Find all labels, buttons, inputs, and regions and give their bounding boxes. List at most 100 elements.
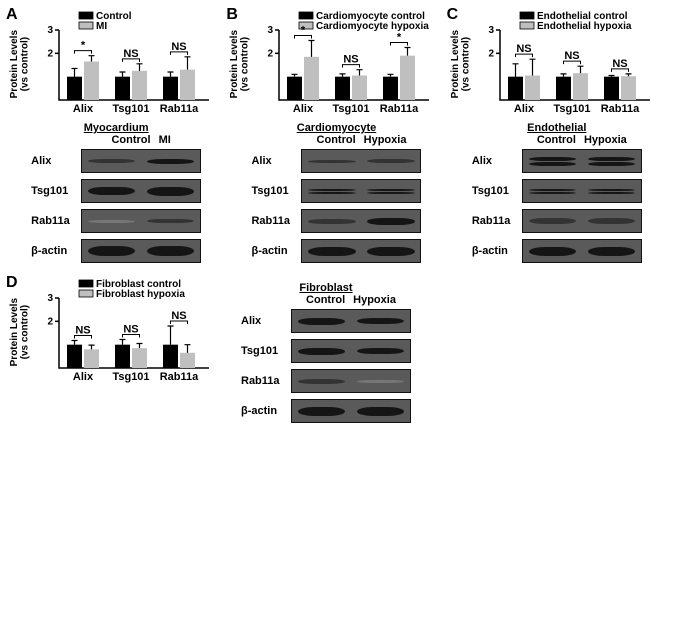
blot-lane <box>351 370 410 392</box>
bar <box>163 345 178 368</box>
condition-row: ControlHypoxia <box>267 134 407 146</box>
chart-A: ControlMI23*AlixNSTsg101NSRab11a <box>31 10 222 118</box>
condition-label: Hypoxia <box>364 134 407 146</box>
blot-lane <box>582 180 641 202</box>
y-tick-label: 2 <box>47 48 53 59</box>
bar <box>556 77 571 100</box>
blot-lane <box>582 150 641 172</box>
blot-protein-label: Tsg101 <box>251 185 301 197</box>
blot-protein-label: Tsg101 <box>31 185 81 197</box>
bar <box>287 77 302 100</box>
x-category-label: Rab11a <box>380 103 419 115</box>
significance-label: NS <box>123 324 138 336</box>
blot-lane <box>351 340 410 362</box>
blot-lane <box>523 240 582 262</box>
blot-image <box>81 179 201 203</box>
panel-B: B Protein Levels(vs control) Cardiomyocy… <box>230 10 442 266</box>
blot-lane <box>292 340 351 362</box>
bar <box>573 73 588 100</box>
condition-label: Control <box>306 294 345 306</box>
blot-image <box>301 149 421 173</box>
y-tick-label: 2 <box>268 48 274 59</box>
significance-label: NS <box>516 43 531 55</box>
x-category-label: Rab11a <box>160 371 199 383</box>
panel-label-D: D <box>6 274 18 292</box>
bar <box>508 77 523 100</box>
blot-lane <box>292 400 351 422</box>
significance-label: NS <box>75 324 90 336</box>
blot-row: Alix <box>472 149 642 173</box>
chart-D: Fibroblast controlFibroblast hypoxia23NS… <box>31 278 211 386</box>
blot-image <box>291 369 411 393</box>
x-category-label: Tsg101 <box>112 371 149 383</box>
y-axis-label: Protein Levels(vs control) <box>10 30 31 98</box>
blot-row: Rab11a <box>31 209 201 233</box>
significance-label: NS <box>564 50 579 62</box>
blot-image <box>301 239 421 263</box>
blot-protein-label: Rab11a <box>472 215 522 227</box>
bar <box>621 76 636 100</box>
bar <box>115 77 130 100</box>
condition-row: ControlHypoxia <box>487 134 627 146</box>
panel-label-C: C <box>447 6 459 24</box>
x-category-label: Alix <box>73 103 94 115</box>
y-axis-label: Protein Levels(vs control) <box>10 298 31 366</box>
blot-lane <box>361 180 420 202</box>
blot-protein-label: Alix <box>31 155 81 167</box>
blot-image <box>522 179 642 203</box>
bar <box>67 345 82 368</box>
significance-label: NS <box>171 310 186 322</box>
blot-image <box>301 179 421 203</box>
x-category-label: Rab11a <box>600 103 639 115</box>
significance-label: * <box>397 32 402 44</box>
significance-label: NS <box>612 58 627 70</box>
blot-protein-label: β-actin <box>241 405 291 417</box>
bar <box>84 62 99 101</box>
blot-image <box>81 209 201 233</box>
y-tick-label: 2 <box>47 316 53 327</box>
condition-row: ControlHypoxia <box>256 294 396 306</box>
blot-image <box>291 399 411 423</box>
blot-image <box>81 149 201 173</box>
blot-image <box>522 149 642 173</box>
blot-lane <box>82 180 141 202</box>
bar <box>352 76 367 101</box>
blots-D: FibroblastControlHypoxiaAlixTsg101Rab11a… <box>241 282 411 426</box>
condition-row: ControlMI <box>61 134 170 146</box>
blot-image <box>81 239 201 263</box>
panel-label-B: B <box>226 6 238 24</box>
blot-row: Rab11a <box>251 209 421 233</box>
blot-protein-label: Tsg101 <box>241 345 291 357</box>
blot-row: β-actin <box>472 239 642 263</box>
x-category-label: Tsg101 <box>553 103 590 115</box>
blot-row: Tsg101 <box>31 179 201 203</box>
blot-lane <box>361 240 420 262</box>
blot-lane <box>292 370 351 392</box>
blot-lane <box>523 150 582 172</box>
blot-image <box>522 239 642 263</box>
blot-image <box>291 339 411 363</box>
tissue-title: Fibroblast <box>299 282 352 294</box>
x-category-label: Alix <box>73 371 94 383</box>
chart-B: Cardiomyocyte controlCardiomyocyte hypox… <box>251 10 442 118</box>
bar <box>335 77 350 100</box>
bar <box>84 349 99 368</box>
x-category-label: Rab11a <box>160 103 199 115</box>
bar <box>180 70 195 100</box>
bar <box>383 77 398 100</box>
significance-label: NS <box>123 48 138 60</box>
y-tick-label: 2 <box>488 48 494 59</box>
panel-C: C Protein Levels(vs control) Endothelial… <box>451 10 663 266</box>
blot-lane <box>582 210 641 232</box>
tissue-title: Myocardium <box>84 122 149 134</box>
x-category-label: Tsg101 <box>333 103 370 115</box>
bar <box>304 57 319 100</box>
blot-image <box>522 209 642 233</box>
blot-lane <box>141 150 200 172</box>
condition-label: Control <box>111 134 150 146</box>
blot-protein-label: β-actin <box>251 245 301 257</box>
significance-label: NS <box>171 41 186 53</box>
legend-label: Fibroblast hypoxia <box>96 289 185 300</box>
blot-row: β-actin <box>241 399 411 423</box>
blot-lane <box>302 150 361 172</box>
